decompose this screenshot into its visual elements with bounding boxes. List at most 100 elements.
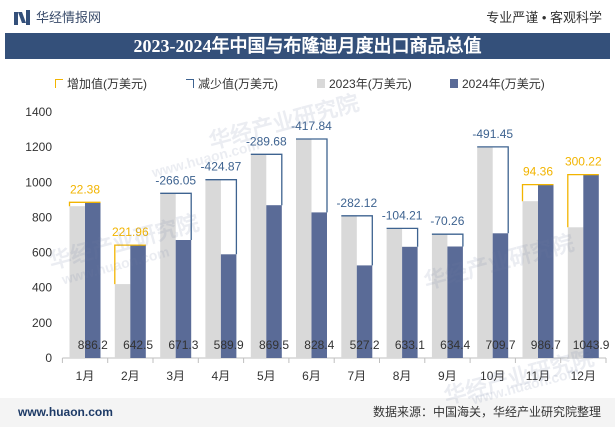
- change-label-3: -266.05: [155, 173, 196, 187]
- bar-2023-3: [160, 193, 176, 358]
- y-tick-label: 1400: [25, 105, 52, 119]
- x-tick-label-9: 9月: [438, 369, 457, 383]
- y-tick-label: 0: [45, 351, 52, 365]
- change-label-4: -424.87: [201, 160, 242, 174]
- change-label-11: 94.36: [523, 165, 553, 179]
- bar-2024-6: [311, 212, 327, 358]
- x-tick-label-8: 8月: [393, 369, 412, 383]
- x-tick-label-6: 6月: [302, 369, 321, 383]
- x-tick-label-5: 5月: [257, 369, 276, 383]
- increase-bracket-2: [114, 244, 146, 285]
- bar-2024-2: [130, 245, 146, 358]
- legend-label-increase: 增加值(万美元): [67, 77, 147, 91]
- increase-bracket-12: [567, 173, 599, 228]
- legend-label-2024: 2024年(万美元): [462, 77, 545, 91]
- decrease-bracket-6: [296, 138, 328, 213]
- legend-marker-2023: [317, 79, 325, 88]
- legend-label-decrease: 减少值(万美元): [198, 77, 278, 91]
- increase-bracket-11: [521, 183, 554, 202]
- bar-2023-9: [431, 234, 448, 358]
- x-tick-label-7: 7月: [347, 369, 366, 383]
- value-label-2024-1: 886.2: [78, 338, 108, 352]
- value-label-2024-6: 828.4: [304, 338, 334, 352]
- y-tick-label: 1000: [25, 175, 52, 189]
- y-tick-label: 200: [32, 316, 52, 330]
- change-label-9: -70.26: [430, 214, 464, 228]
- bar-2023-7: [341, 215, 357, 358]
- change-label-8: -104.21: [382, 208, 423, 222]
- decrease-bracket-9: [431, 233, 464, 247]
- decrease-bracket-4: [205, 179, 238, 255]
- bar-2024-5: [266, 205, 282, 358]
- bar-2023-8: [386, 228, 403, 358]
- header: 华经情报网 专业严谨 • 客观科学: [0, 0, 615, 32]
- value-label-2024-2: 642.5: [123, 338, 153, 352]
- bar-2024-10: [492, 233, 509, 358]
- legend-marker-increase: [55, 79, 63, 88]
- change-label-10: -491.45: [472, 127, 513, 141]
- value-label-2024-7: 527.2: [350, 338, 380, 352]
- decrease-bracket-10: [477, 146, 509, 234]
- y-tick-label: 400: [32, 281, 52, 295]
- value-label-2024-4: 589.9: [214, 338, 244, 352]
- footer: www.huaon.com 数据来源：中国海关，华经产业研究院整理: [0, 398, 615, 427]
- legend-marker-2024: [450, 79, 458, 88]
- value-label-2024-12: 1043.9: [573, 338, 610, 352]
- increase-bracket-1: [68, 201, 101, 207]
- change-label-1: 22.38: [70, 182, 100, 196]
- plot-area: 0 200 400 600 800 1000 1200 1400 22.38 886.2 1月 221…: [0, 96, 615, 396]
- x-tick-label-12: 12月: [571, 369, 596, 383]
- legend-label-2023: 2023年(万美元): [329, 77, 412, 91]
- brand-name: 华经情报网: [36, 10, 102, 25]
- value-label-2024-8: 633.1: [395, 338, 425, 352]
- value-label-2024-5: 869.5: [259, 338, 289, 352]
- huaon-logo-icon: [14, 10, 30, 25]
- decrease-bracket-5: [250, 153, 283, 206]
- footer-website: www.huaon.com: [18, 405, 113, 419]
- x-tick-label-3: 3月: [166, 369, 185, 383]
- value-label-2024-3: 671.3: [168, 338, 198, 352]
- y-tick-label: 600: [32, 246, 52, 260]
- y-tick-label: 1200: [25, 140, 52, 154]
- change-label-7: -282.12: [336, 196, 377, 210]
- title-bar: 2023-2024年中国与布隆迪月度出口商品总值: [5, 33, 610, 59]
- bar-2024-9: [447, 246, 463, 358]
- change-label-2: 221.96: [112, 225, 149, 239]
- bar-2023-11: [522, 201, 538, 358]
- x-tick-label-11: 11月: [526, 369, 550, 383]
- decrease-bracket-8: [386, 227, 419, 247]
- bar-2023-6: [296, 139, 312, 358]
- bar-2023-2: [114, 284, 131, 358]
- bar-2024-8: [402, 246, 418, 358]
- bar-2024-1: [85, 202, 101, 358]
- x-tick-label-1: 1月: [76, 369, 95, 383]
- slogan: 专业严谨 • 客观科学: [486, 10, 602, 25]
- bar-2023-10: [477, 146, 493, 358]
- x-tick-label-2: 2月: [121, 369, 140, 383]
- bar-2023-1: [69, 206, 85, 358]
- y-tick-label: 800: [32, 210, 52, 224]
- x-tick-label-10: 10月: [480, 369, 505, 383]
- bar-2024-12: [583, 174, 599, 358]
- change-label-5: -289.68: [246, 134, 287, 148]
- footer-source: 数据来源：中国海关，华经产业研究院整理: [372, 405, 601, 419]
- x-tick-label-4: 4月: [212, 369, 231, 383]
- value-label-2024-9: 634.4: [440, 338, 470, 352]
- bar-2024-11: [538, 184, 554, 358]
- bar-2023-4: [205, 179, 221, 358]
- bar-2024-7: [356, 265, 373, 358]
- value-label-2024-11: 986.7: [531, 338, 561, 352]
- decrease-bracket-3: [160, 192, 192, 240]
- legend-marker-decrease: [186, 79, 194, 88]
- change-label-12: 300.22: [565, 155, 602, 169]
- decrease-bracket-7: [341, 215, 373, 266]
- value-label-2024-10: 709.7: [485, 338, 515, 352]
- bar-2024-4: [220, 254, 237, 358]
- bar-2023-5: [250, 154, 267, 358]
- chart-title: 2023-2024年中国与布隆迪月度出口商品总值: [133, 36, 482, 56]
- bar-2023-12: [567, 227, 584, 358]
- bar-2024-3: [175, 240, 192, 358]
- bar-chart: 0 200 400 600 800 1000 1200 1400 22.38 886.2 1月 221…: [25, 105, 610, 383]
- change-label-6: -417.84: [291, 119, 332, 133]
